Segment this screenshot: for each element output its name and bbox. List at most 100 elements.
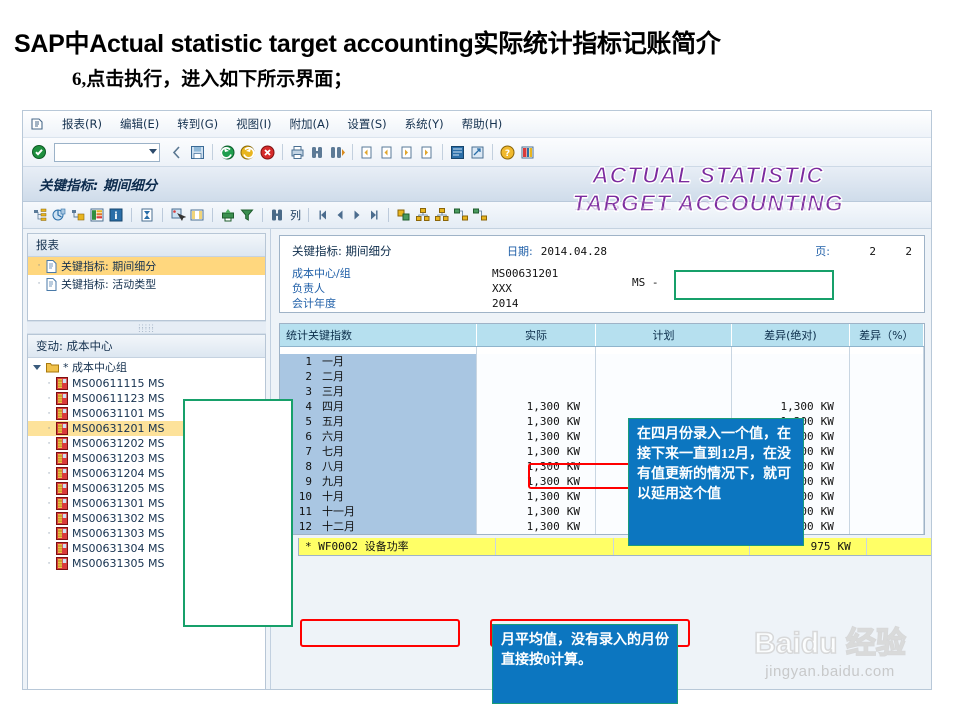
prev-icon[interactable] bbox=[333, 208, 347, 222]
col-variance-abs[interactable]: 差异(绝对) bbox=[731, 324, 850, 347]
sidebar-item-cost-center[interactable]: · MS00631101 MS bbox=[28, 406, 265, 421]
help-icon[interactable]: ? bbox=[499, 144, 516, 161]
detail-list-icon[interactable] bbox=[89, 207, 105, 223]
variation-icon[interactable] bbox=[51, 207, 67, 223]
tree-bullet: · bbox=[47, 393, 51, 404]
sidebar-item-cost-center[interactable]: · MS00631204 MS bbox=[28, 466, 265, 481]
first-icon[interactable] bbox=[316, 208, 330, 222]
sidebar-item-cost-center[interactable]: · MS00631304 MS bbox=[28, 541, 265, 556]
print-icon[interactable] bbox=[289, 144, 306, 161]
sidebar-item-cost-center[interactable]: · MS00631201 MS bbox=[28, 421, 265, 436]
row-actual: 1,300 KW bbox=[476, 429, 596, 444]
find-next-icon[interactable] bbox=[329, 144, 346, 161]
col-actual[interactable]: 实际 bbox=[476, 324, 596, 347]
menu-item-settings[interactable]: 设置(S) bbox=[347, 117, 387, 131]
collapse-icon[interactable] bbox=[472, 207, 488, 223]
command-field[interactable] bbox=[54, 142, 160, 162]
back-arrow-icon[interactable] bbox=[169, 144, 186, 161]
sidebar-item-cost-center[interactable]: · MS00611123 MS bbox=[28, 391, 265, 406]
table-row[interactable]: 2 二月 bbox=[280, 369, 925, 384]
pane-splitter[interactable]: :::::::::: bbox=[27, 321, 266, 334]
info-icon[interactable]: i bbox=[108, 207, 124, 223]
col-plan[interactable]: 计划 bbox=[595, 324, 733, 347]
create-shortcut-icon[interactable] bbox=[469, 144, 486, 161]
chevron-down-icon[interactable] bbox=[149, 148, 157, 154]
sidebar-item-cost-center[interactable]: · MS00631203 MS bbox=[28, 451, 265, 466]
menu-item-help[interactable]: 帮助(H) bbox=[461, 117, 503, 131]
sidebar-item-cost-center[interactable]: · MS00631303 MS bbox=[28, 526, 265, 541]
sidebar-item-cost-center[interactable]: · MS00631302 MS bbox=[28, 511, 265, 526]
find-icon[interactable] bbox=[309, 144, 326, 161]
menu-item-view[interactable]: 视图(I) bbox=[236, 117, 272, 131]
menu-item-extras[interactable]: 附加(A) bbox=[289, 117, 330, 131]
main-toolbar: ? bbox=[23, 138, 931, 167]
layout-menu-icon[interactable] bbox=[519, 144, 536, 161]
toolbar-separator bbox=[162, 208, 163, 222]
document-menu-icon[interactable] bbox=[29, 116, 45, 132]
filter-icon[interactable] bbox=[239, 207, 255, 223]
menu-item-report[interactable]: 报表(R) bbox=[62, 117, 102, 131]
sidebar-item-cost-center[interactable]: · MS00631205 MS bbox=[28, 481, 265, 496]
group-icon[interactable] bbox=[415, 207, 431, 223]
sidebar-item-label: MS00631304 MS bbox=[72, 542, 165, 555]
sidebar-item-label: 关键指标: 活动类型 bbox=[61, 278, 157, 291]
next-icon[interactable] bbox=[350, 208, 364, 222]
columns-icon[interactable] bbox=[189, 207, 205, 223]
report-toolbar: i 列 bbox=[23, 202, 931, 229]
col-statistical-key-figure[interactable]: 统计关键指数 bbox=[280, 324, 478, 347]
select-icon[interactable] bbox=[170, 207, 187, 223]
table-row[interactable]: 1 一月 bbox=[280, 354, 925, 369]
cancel-red-icon[interactable] bbox=[259, 144, 276, 161]
chevron-down-icon[interactable] bbox=[33, 364, 41, 370]
col-variance-pct[interactable]: 差异（%） bbox=[849, 324, 925, 347]
exit-yellow-icon[interactable] bbox=[239, 144, 256, 161]
enter-check-icon[interactable] bbox=[31, 144, 47, 160]
toolbar-separator bbox=[352, 144, 353, 160]
find-icon[interactable] bbox=[270, 207, 286, 223]
table-row-total[interactable]: * WF0002 设备功率 975 KW bbox=[299, 538, 931, 555]
report-tree-icon[interactable] bbox=[70, 207, 86, 223]
sidebar-item-cost-center[interactable]: · MS00631301 MS bbox=[28, 496, 265, 511]
table-row[interactable]: 3 三月 bbox=[280, 384, 925, 399]
cost-center-icon bbox=[56, 527, 68, 540]
report-table-body: 1一月2二月3三月4四月1,300KW1,300KW5五月1,300KW1,30… bbox=[280, 346, 925, 534]
sidebar-item-cost-center[interactable]: · MS00611115 MS bbox=[28, 376, 265, 391]
sort-filter-icon[interactable] bbox=[139, 207, 155, 223]
total-detail-icon[interactable] bbox=[279, 540, 294, 555]
toolbar-separator bbox=[492, 144, 493, 160]
hierarchy-icon[interactable] bbox=[32, 207, 48, 223]
sidebar-item-cost-center[interactable]: · MS00631305 MS bbox=[28, 556, 265, 571]
menu-item-system[interactable]: 系统(Y) bbox=[404, 117, 444, 131]
last-icon[interactable] bbox=[367, 208, 381, 222]
save-icon[interactable] bbox=[189, 144, 206, 161]
ungroup-icon[interactable] bbox=[434, 207, 450, 223]
prev-page-icon[interactable] bbox=[379, 144, 396, 161]
sidebar-item-period-breakdown[interactable]: · 关键指标: 期间细分 bbox=[28, 257, 265, 275]
next-page-icon[interactable] bbox=[399, 144, 416, 161]
sidebar-item-cost-center[interactable]: · MS00631202 MS bbox=[28, 436, 265, 451]
create-session-icon[interactable] bbox=[449, 144, 466, 161]
expand-icon[interactable] bbox=[453, 207, 469, 223]
menu-item-edit[interactable]: 编辑(E) bbox=[119, 117, 160, 131]
export-icon[interactable] bbox=[396, 207, 412, 223]
sap-application-window: 报表(R) 编辑(E) 转到(G) 视图(I) 附加(A) 设置(S) 系统(Y… bbox=[22, 110, 932, 690]
tree-root-cost-center-group[interactable]: * 成本中心组 bbox=[28, 358, 265, 376]
last-page-icon[interactable] bbox=[419, 144, 436, 161]
first-page-icon[interactable] bbox=[359, 144, 376, 161]
print-icon[interactable] bbox=[220, 207, 236, 223]
tree-bullet: · bbox=[47, 378, 51, 389]
sidebar-item-activity-type[interactable]: · 关键指标: 活动类型 bbox=[28, 275, 265, 293]
date-value: 2014.04.28 bbox=[540, 245, 607, 258]
table-row[interactable]: 4 四月 1,300 KW 1,300 KW bbox=[280, 399, 925, 414]
back-green-icon[interactable] bbox=[219, 144, 236, 161]
menu-item-goto[interactable]: 转到(G) bbox=[177, 117, 219, 131]
row-variance-pct bbox=[849, 444, 925, 459]
